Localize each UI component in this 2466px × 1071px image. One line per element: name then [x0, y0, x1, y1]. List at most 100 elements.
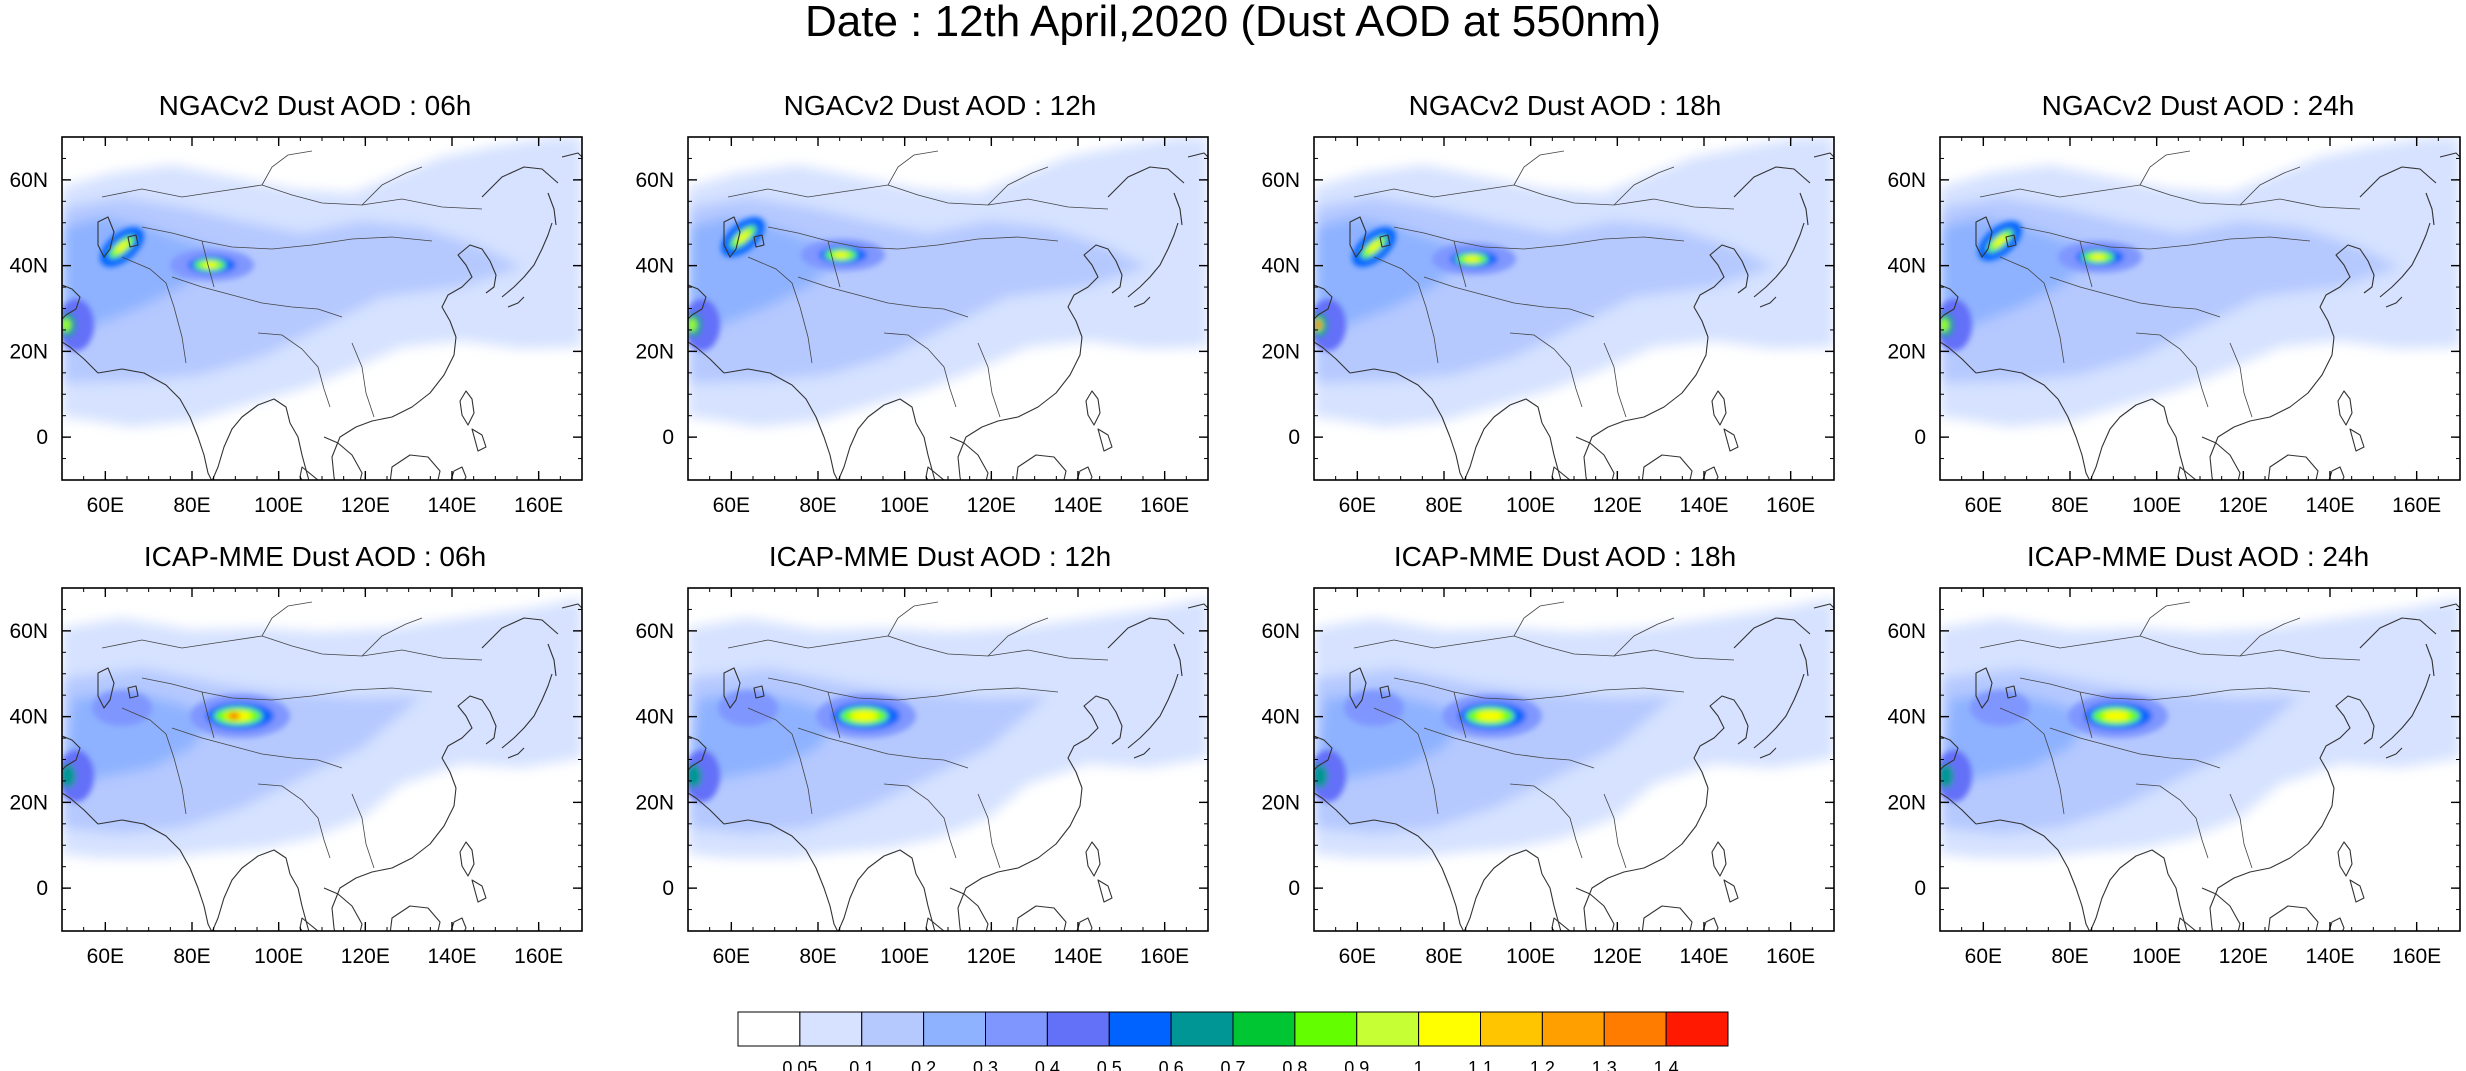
aod-field: [1940, 598, 2460, 931]
x-tick-label: 160E: [1140, 945, 1189, 968]
panel-title-icap-18h: ICAP-MME Dust AOD : 18h: [1393, 541, 1737, 572]
x-tick-label: 60E: [1339, 945, 1376, 968]
map-panel-7: 60E 80E 100E 120E 140E 160E 0 20N 40N 60N: [1261, 587, 1835, 968]
y-tick-label: 0: [36, 426, 48, 449]
aod-core-1.4: [228, 713, 240, 719]
panel-title-icap-06h: ICAP-MME Dust AOD : 06h: [143, 541, 487, 572]
map-panel-5: 60E 80E 100E 120E 140E 160E 0 20N 40N 60N: [9, 587, 583, 968]
x-tick-label: 80E: [1425, 494, 1462, 517]
y-tick-label: 0: [662, 426, 674, 449]
x-tick-label: 60E: [713, 945, 750, 968]
y-tick-label: 20N: [1261, 791, 1300, 814]
y-tick-label: 20N: [9, 340, 48, 363]
colorbar-level-label: 1.3: [1592, 1058, 1617, 1071]
x-tick-label: 140E: [1679, 494, 1728, 517]
colorbar-box: [737, 1011, 801, 1047]
aod-west-0.6: [1314, 764, 1328, 788]
y-tick-label: 40N: [635, 706, 674, 729]
x-tick-label: 80E: [2051, 494, 2088, 517]
x-tick-label: 60E: [1339, 494, 1376, 517]
aod-central-1.1: [735, 230, 751, 244]
x-tick-label: 60E: [87, 494, 124, 517]
x-tick-label: 140E: [2305, 945, 2354, 968]
x-tick-label: 80E: [1425, 945, 1462, 968]
x-tick-label: 100E: [254, 945, 303, 968]
x-tick-label: 80E: [173, 945, 210, 968]
y-tick-label: 60N: [9, 169, 48, 192]
x-tick-label: 160E: [2392, 945, 2441, 968]
colorbar-level-label: 0.8: [1282, 1058, 1307, 1071]
x-tick-label: 160E: [1766, 945, 1815, 968]
x-tick-label: 100E: [2132, 494, 2181, 517]
y-tick-label: 60N: [635, 620, 674, 643]
aod-field: [1314, 137, 1834, 480]
x-tick-label: 120E: [1593, 494, 1642, 517]
x-tick-label: 80E: [799, 494, 836, 517]
aod-central-1.1: [1366, 240, 1382, 254]
y-tick-label: 60N: [9, 620, 48, 643]
y-tick-label: 0: [662, 877, 674, 900]
y-tick-label: 0: [1914, 877, 1926, 900]
colorbar-level-label: 0.5: [1097, 1058, 1122, 1071]
x-tick-label: 140E: [427, 494, 476, 517]
x-tick-label: 120E: [2219, 494, 2268, 517]
aod-core-1.1: [202, 262, 218, 268]
aod-field: [62, 598, 582, 931]
aod-field: [62, 137, 582, 480]
y-tick-label: 20N: [635, 340, 674, 363]
y-tick-label: 20N: [1261, 340, 1300, 363]
colorbar-level-label: 0.6: [1159, 1058, 1184, 1071]
x-tick-label: 160E: [2392, 494, 2441, 517]
x-tick-label: 120E: [1593, 945, 1642, 968]
colorbar-box: [1603, 1011, 1667, 1047]
x-tick-label: 140E: [1053, 494, 1102, 517]
map-panel-4: 60E 80E 100E 120E 140E 160E 0 20N 40N 60N: [1887, 136, 2461, 517]
map-panel-8: 60E 80E 100E 120E 140E 160E 0 20N 40N 60N: [1887, 587, 2461, 968]
y-tick-label: 20N: [1887, 791, 1926, 814]
y-tick-label: 40N: [1887, 255, 1926, 278]
y-tick-label: 40N: [1887, 706, 1926, 729]
colorbar-level-label: 0.9: [1344, 1058, 1369, 1071]
x-tick-label: 120E: [967, 494, 1016, 517]
x-tick-label: 60E: [1965, 494, 2002, 517]
panel-title-ngac-18h: NGACv2 Dust AOD : 18h: [1408, 90, 1722, 121]
aod-west-0.6: [688, 764, 702, 788]
colorbar-box: [1294, 1011, 1358, 1047]
aod-west-0.6: [62, 764, 76, 788]
colorbar-box: [1232, 1011, 1296, 1047]
x-tick-label: 100E: [880, 494, 929, 517]
y-tick-label: 40N: [1261, 255, 1300, 278]
aod-core-1.1: [2102, 711, 2130, 721]
aod-west-0.9: [1940, 318, 1949, 332]
y-tick-label: 60N: [635, 169, 674, 192]
colorbar-level-label: 1.1: [1468, 1058, 1493, 1071]
aod-central-1.1: [1992, 234, 2008, 248]
figure-title: Date : 12th April,2020 (Dust AOD at 550n…: [804, 0, 1661, 46]
colorbar-box: [1665, 1011, 1729, 1047]
aod-field: [688, 137, 1208, 480]
colorbar-level-label: 0.7: [1220, 1058, 1245, 1071]
x-tick-label: 100E: [254, 494, 303, 517]
y-tick-label: 40N: [9, 706, 48, 729]
y-tick-label: 60N: [1261, 620, 1300, 643]
colorbar-level-label: 0.4: [1035, 1058, 1060, 1071]
x-tick-label: 60E: [1965, 945, 2002, 968]
x-tick-label: 140E: [427, 945, 476, 968]
aod-west-0.9: [688, 318, 697, 332]
y-tick-label: 0: [1288, 877, 1300, 900]
aod-central-1.1: [114, 240, 130, 254]
colorbar-box: [923, 1011, 986, 1047]
colorbar-level-label: 1.4: [1654, 1058, 1679, 1071]
x-tick-label: 140E: [1053, 945, 1102, 968]
colorbar-box: [1418, 1011, 1481, 1047]
panel-title-ngac-12h: NGACv2 Dust AOD : 12h: [783, 90, 1097, 121]
colorbar-level-label: 0.05: [782, 1058, 817, 1071]
aod-level-0.2-region: [1314, 217, 1474, 333]
y-tick-label: 20N: [635, 791, 674, 814]
y-tick-label: 60N: [1261, 169, 1300, 192]
panel-title-ngac-06h: NGACv2 Dust AOD : 06h: [158, 90, 472, 121]
y-tick-label: 20N: [1887, 340, 1926, 363]
aod-field: [1314, 598, 1834, 931]
colorbar-box: [1356, 1011, 1420, 1047]
